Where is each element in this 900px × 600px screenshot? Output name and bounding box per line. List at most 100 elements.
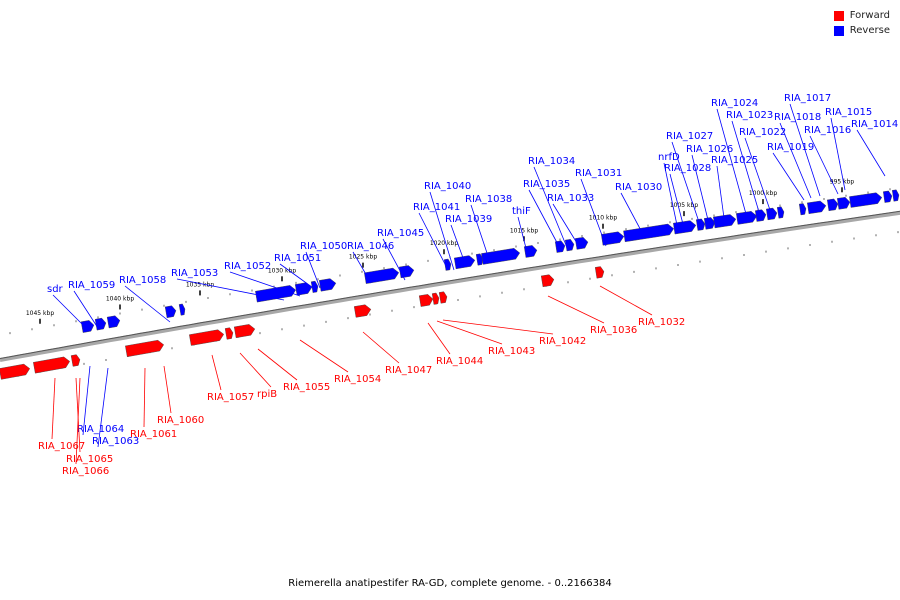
forward-gene-label: RIA_1042 — [539, 336, 586, 347]
reverse-leader — [856, 129, 886, 177]
reverse-gene — [443, 258, 452, 271]
reverse-leader — [533, 166, 569, 251]
reverse-leader — [772, 152, 805, 201]
reverse-gene-label: RIA_1025 — [711, 155, 758, 166]
reverse-leader — [82, 365, 91, 436]
reverse-leader — [620, 192, 646, 239]
forward-gene-label: RIA_1057 — [207, 392, 254, 403]
tick-label: 1025 kbp — [349, 254, 377, 261]
forward-gene-label: RIA_1036 — [590, 325, 637, 336]
forward-gene-label: RIA_1044 — [436, 356, 483, 367]
tick-label: 1015 kbp — [510, 227, 538, 234]
forward-gene — [540, 274, 555, 288]
reverse-gene-label: RIA_1023 — [726, 110, 773, 121]
forward-leader — [239, 352, 272, 388]
forward-gene — [594, 266, 605, 279]
reverse-gene-label: RIA_1024 — [711, 98, 758, 109]
legend-reverse: Reverse — [833, 23, 890, 38]
reverse-gene — [695, 218, 706, 231]
forward-leader — [547, 295, 605, 324]
reverse-gene-label: RIA_1040 — [424, 181, 471, 192]
reverse-gene — [736, 211, 758, 225]
tick-label: 1000 kbp — [749, 190, 777, 197]
forward-gene-label: RIA_1065 — [66, 454, 113, 465]
forward-gene — [233, 324, 256, 338]
reverse-gene — [776, 206, 785, 219]
reverse-gene — [106, 315, 121, 329]
tick-label: 1045 kbp — [26, 310, 54, 317]
legend-reverse-label: Reverse — [849, 25, 890, 36]
genome-caption: Riemerella anatipestifer RA-GD, complete… — [288, 578, 612, 589]
reverse-gene-label: RIA_1033 — [547, 193, 594, 204]
reverse-gene-label: RIA_1038 — [465, 194, 512, 205]
reverse-leader — [418, 212, 449, 271]
reverse-gene — [892, 189, 900, 202]
forward-leader — [442, 319, 554, 335]
reverse-gene — [80, 320, 95, 333]
reverse-leader — [470, 204, 491, 263]
reverse-gene-label: RIA_1041 — [413, 202, 460, 213]
reverse-leader — [352, 251, 372, 284]
forward-leader — [599, 285, 653, 316]
forward-leader — [257, 348, 298, 381]
reverse-leader — [429, 191, 455, 271]
reverse-leader — [716, 165, 725, 219]
reverse-leader — [744, 137, 771, 211]
reverse-gene — [623, 223, 674, 243]
legend: Forward Reverse — [833, 8, 890, 38]
reverse-gene-label: RIA_1050 — [300, 241, 347, 252]
reverse-gene-label: RIA_1053 — [171, 268, 218, 279]
forward-gene-label: RIA_1032 — [638, 317, 685, 328]
reverse-leader — [669, 173, 685, 229]
forward-gene-label: RIA_1055 — [283, 382, 330, 393]
forward-gene-label: RIA_1047 — [385, 365, 432, 376]
reverse-leader — [779, 122, 812, 199]
reverse-gene-label: RIA_1019 — [767, 142, 814, 153]
reverse-gene-label: RIA_1027 — [666, 131, 713, 142]
reverse-gene-label: RIA_1052 — [224, 261, 271, 272]
reverse-gene — [310, 280, 319, 293]
reverse-gene-label: nrfD — [658, 152, 680, 163]
reverse-leader — [382, 238, 406, 281]
reverse-leader — [809, 135, 839, 195]
reverse-gene — [178, 303, 186, 316]
reverse-swatch — [833, 25, 844, 36]
genome-backbone-edge — [0, 210, 900, 359]
reverse-gene-label: RIA_1046 — [347, 241, 394, 252]
reverse-gene — [454, 255, 476, 270]
reverse-gene-label: RIA_1018 — [774, 112, 821, 123]
forward-gene — [431, 292, 440, 305]
tick-label: 1040 kbp — [106, 295, 134, 302]
reverse-leader — [450, 224, 467, 267]
reverse-gene — [255, 285, 296, 303]
reverse-leader — [73, 290, 99, 329]
forward-gene — [418, 294, 434, 307]
forward-gene — [33, 356, 70, 374]
reverse-gene — [523, 245, 538, 258]
reverse-leader — [528, 189, 563, 253]
reverse-leader — [279, 263, 317, 291]
reverse-gene-label: RIA_1051 — [274, 253, 321, 264]
reverse-leader — [517, 216, 529, 257]
reverse-gene-label: RIA_1014 — [851, 119, 898, 130]
reverse-gene-label: sdr — [47, 284, 64, 295]
forward-gene-label: RIA_1043 — [488, 346, 535, 357]
reverse-leader — [691, 154, 709, 221]
reverse-gene-label: RIA_1059 — [68, 280, 115, 291]
reverse-gene — [827, 198, 839, 212]
forward-leader — [163, 365, 172, 414]
reverse-gene — [766, 207, 778, 221]
reverse-gene — [481, 248, 521, 265]
forward-leader — [211, 354, 222, 391]
reverse-leader — [124, 285, 171, 323]
legend-forward: Forward — [833, 8, 890, 23]
reverse-gene — [318, 278, 337, 292]
reverse-gene-label: RIA_1039 — [445, 214, 492, 225]
reverse-gene-label: RIA_1058 — [119, 275, 166, 286]
reverse-leader — [552, 203, 581, 249]
forward-gene — [70, 354, 81, 367]
reverse-gene — [713, 214, 737, 229]
reverse-leader — [52, 294, 89, 331]
reverse-gene-label: RIA_1028 — [664, 163, 711, 174]
